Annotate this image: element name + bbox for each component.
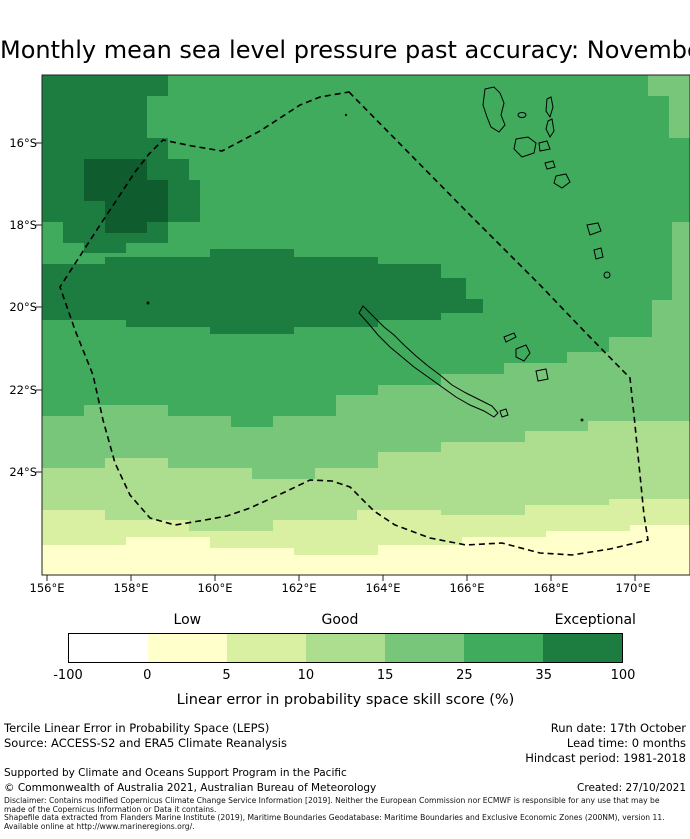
map-region-nw-darkest-core xyxy=(84,159,168,233)
lon-tick-label: 168°E xyxy=(533,581,569,595)
mare-outline xyxy=(535,368,549,382)
malakula-outline xyxy=(513,136,537,158)
map-canvas xyxy=(36,74,690,581)
lon-tick-label: 164°E xyxy=(365,581,401,595)
data-source: Source: ACCESS-S2 and ERA5 Climate Reana… xyxy=(4,736,287,750)
colorbar xyxy=(68,633,623,663)
lead-time: Lead time: 0 months xyxy=(566,736,686,750)
metric-name: Tercile Linear Error in Probability Spac… xyxy=(4,721,270,735)
epi-outline xyxy=(544,160,556,170)
map-frame xyxy=(41,74,690,576)
pentecost-outline xyxy=(545,118,555,138)
colorbar-segment xyxy=(464,634,543,662)
shapefile-attribution: Shapefile data extracted from Flanders M… xyxy=(4,813,665,831)
ile-des-pins-outline xyxy=(499,408,509,418)
legend-label-low: Low xyxy=(173,612,202,628)
maewo-outline xyxy=(545,96,554,119)
lon-tick-label: 156°E xyxy=(29,581,65,595)
copernicus-disclaimer: Disclaimer: Contains modified Copernicus… xyxy=(4,796,660,814)
colorbar-segment xyxy=(227,634,306,662)
supported-by-text: Supported by Climate and Oceans Support … xyxy=(4,767,347,779)
lat-tick-label: 18°S xyxy=(9,218,37,232)
hindcast-period: Hindcast period: 1981-2018 xyxy=(525,751,686,765)
lon-tick-label: 166°E xyxy=(449,581,485,595)
colorbar-segment xyxy=(69,634,148,662)
colorbar-tick-label: 100 xyxy=(610,668,636,683)
colorbar-tick-label: 5 xyxy=(222,668,231,683)
legend-label-exceptional: Exceptional xyxy=(554,612,636,628)
lifou-outline xyxy=(515,344,531,362)
map-region-midwest-dark-band xyxy=(42,249,483,334)
colorbar-caption: Linear error in probability space skill … xyxy=(176,692,515,708)
ambae-outline xyxy=(517,112,527,118)
run-date: Run date: 17th October xyxy=(550,721,686,735)
new-caledonia-outline xyxy=(358,305,499,418)
colorbar-qualitative-labels: Low Good Exceptional xyxy=(68,612,636,630)
eez-boundary xyxy=(59,91,649,556)
tanna-outline xyxy=(593,247,604,260)
colorbar-tick-labels: -100 0 5 10 15 25 35 100 xyxy=(53,668,635,683)
lat-tick-label: 24°S xyxy=(9,465,37,479)
colorbar-tick-label: -100 xyxy=(53,668,83,683)
lon-tick-label: 160°E xyxy=(197,581,233,595)
ouvea-outline xyxy=(503,332,517,343)
aneityum-outline xyxy=(603,271,611,279)
colorbar-segment xyxy=(543,634,622,662)
efate-outline xyxy=(553,173,571,189)
map-region-east-edge xyxy=(672,222,690,300)
legend-label-good: Good xyxy=(321,612,359,628)
colorbar-tick-label: 15 xyxy=(376,668,394,683)
colorbar-tick-label: 10 xyxy=(297,668,315,683)
colorbar-segment xyxy=(306,634,385,662)
lon-tick-label: 158°E xyxy=(113,581,149,595)
colorbar-segment xyxy=(148,634,227,662)
colorbar-tick-label: 35 xyxy=(535,668,552,683)
ambrym-outline xyxy=(538,140,551,152)
colorbar-tick-label: 25 xyxy=(456,668,473,683)
y-axis-ticks xyxy=(36,142,42,473)
created-date: Created: 27/10/2021 xyxy=(577,782,686,794)
plot-title: Monthly mean sea level pressure past acc… xyxy=(0,36,690,64)
erromango-outline xyxy=(586,222,602,236)
lat-tick-label: 20°S xyxy=(9,300,37,314)
colorbar-segment xyxy=(385,634,464,662)
colorbar-tick-label: 0 xyxy=(143,668,152,683)
lon-tick-label: 162°E xyxy=(281,581,317,595)
lat-tick-label: 16°S xyxy=(9,136,37,150)
map-region-ne-corner xyxy=(648,75,690,138)
copyright-text: © Commonwealth of Australia 2021, Austra… xyxy=(4,782,377,794)
lon-tick-label: 170°E xyxy=(615,581,651,595)
espiritu-santo-outline xyxy=(482,86,506,133)
stipple-dots xyxy=(146,113,584,422)
x-axis-ticks xyxy=(46,575,636,581)
map-region-bin-0-5 xyxy=(42,525,690,575)
coastlines xyxy=(358,86,611,418)
lat-tick-label: 22°S xyxy=(9,383,37,397)
